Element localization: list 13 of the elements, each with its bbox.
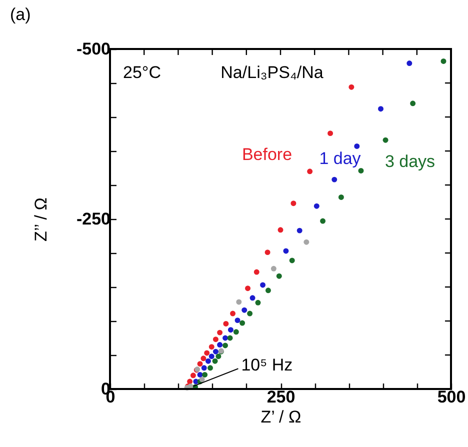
y-tick-label: -500 xyxy=(76,40,110,58)
series-label: 1 day xyxy=(319,149,362,168)
series-label: 3 days xyxy=(384,152,436,171)
x-tick-label: 250 xyxy=(266,388,296,406)
text: Na/Li₃PS₄/Na xyxy=(220,63,324,82)
text: (a) xyxy=(10,5,31,24)
x-axis-title: Z’ / Ω xyxy=(260,408,302,426)
annotation: 25°C xyxy=(123,63,161,82)
annotation: 10⁵ Hz xyxy=(241,356,293,375)
y-axis-title: Z’’ / Ω xyxy=(31,198,50,242)
x-tick-label: 500 xyxy=(437,388,466,406)
series-label: Before xyxy=(242,145,292,164)
y-tick-label: -250 xyxy=(76,210,110,228)
